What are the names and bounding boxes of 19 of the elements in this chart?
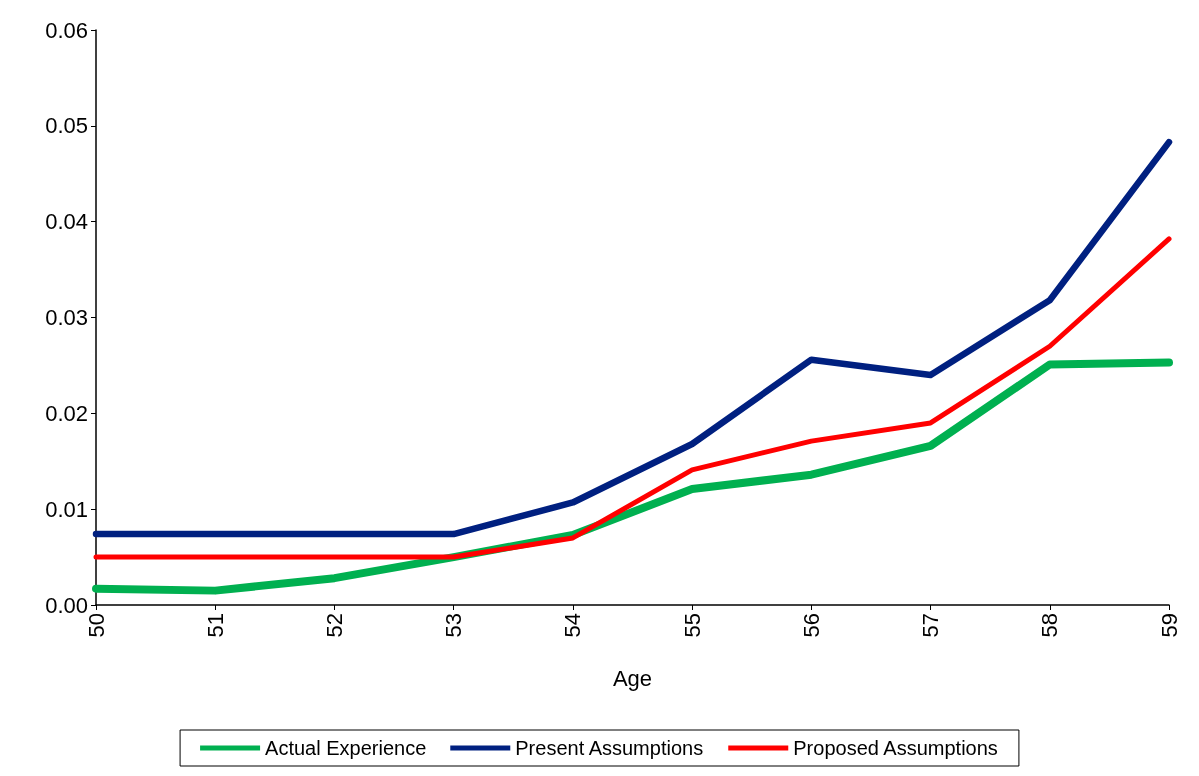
legend-label: Present Assumptions — [515, 737, 704, 759]
y-tick-label: 0.01 — [45, 496, 88, 522]
x-tick-label: 56 — [798, 613, 824, 638]
y-tick-label: 0.05 — [45, 113, 88, 139]
x-tick-label: 55 — [679, 613, 705, 638]
y-tick-label: 0.02 — [45, 400, 88, 426]
x-tick-label: 59 — [1156, 613, 1182, 638]
x-tick-label: 58 — [1037, 613, 1063, 638]
x-tick-label: 52 — [321, 613, 347, 638]
y-tick-label: 0.03 — [45, 305, 88, 330]
y-tick-label: 0.04 — [45, 209, 88, 235]
x-axis-title: Age — [612, 665, 653, 691]
x-tick-label: 51 — [202, 613, 228, 638]
x-tick-label: 54 — [560, 613, 586, 638]
x-tick-label: 57 — [918, 613, 944, 638]
legend-label: Actual Experience — [265, 737, 427, 759]
y-tick-label: 0.06 — [45, 17, 88, 43]
x-tick-label: 53 — [441, 613, 467, 638]
legend-label: Proposed Assumptions — [793, 737, 998, 759]
